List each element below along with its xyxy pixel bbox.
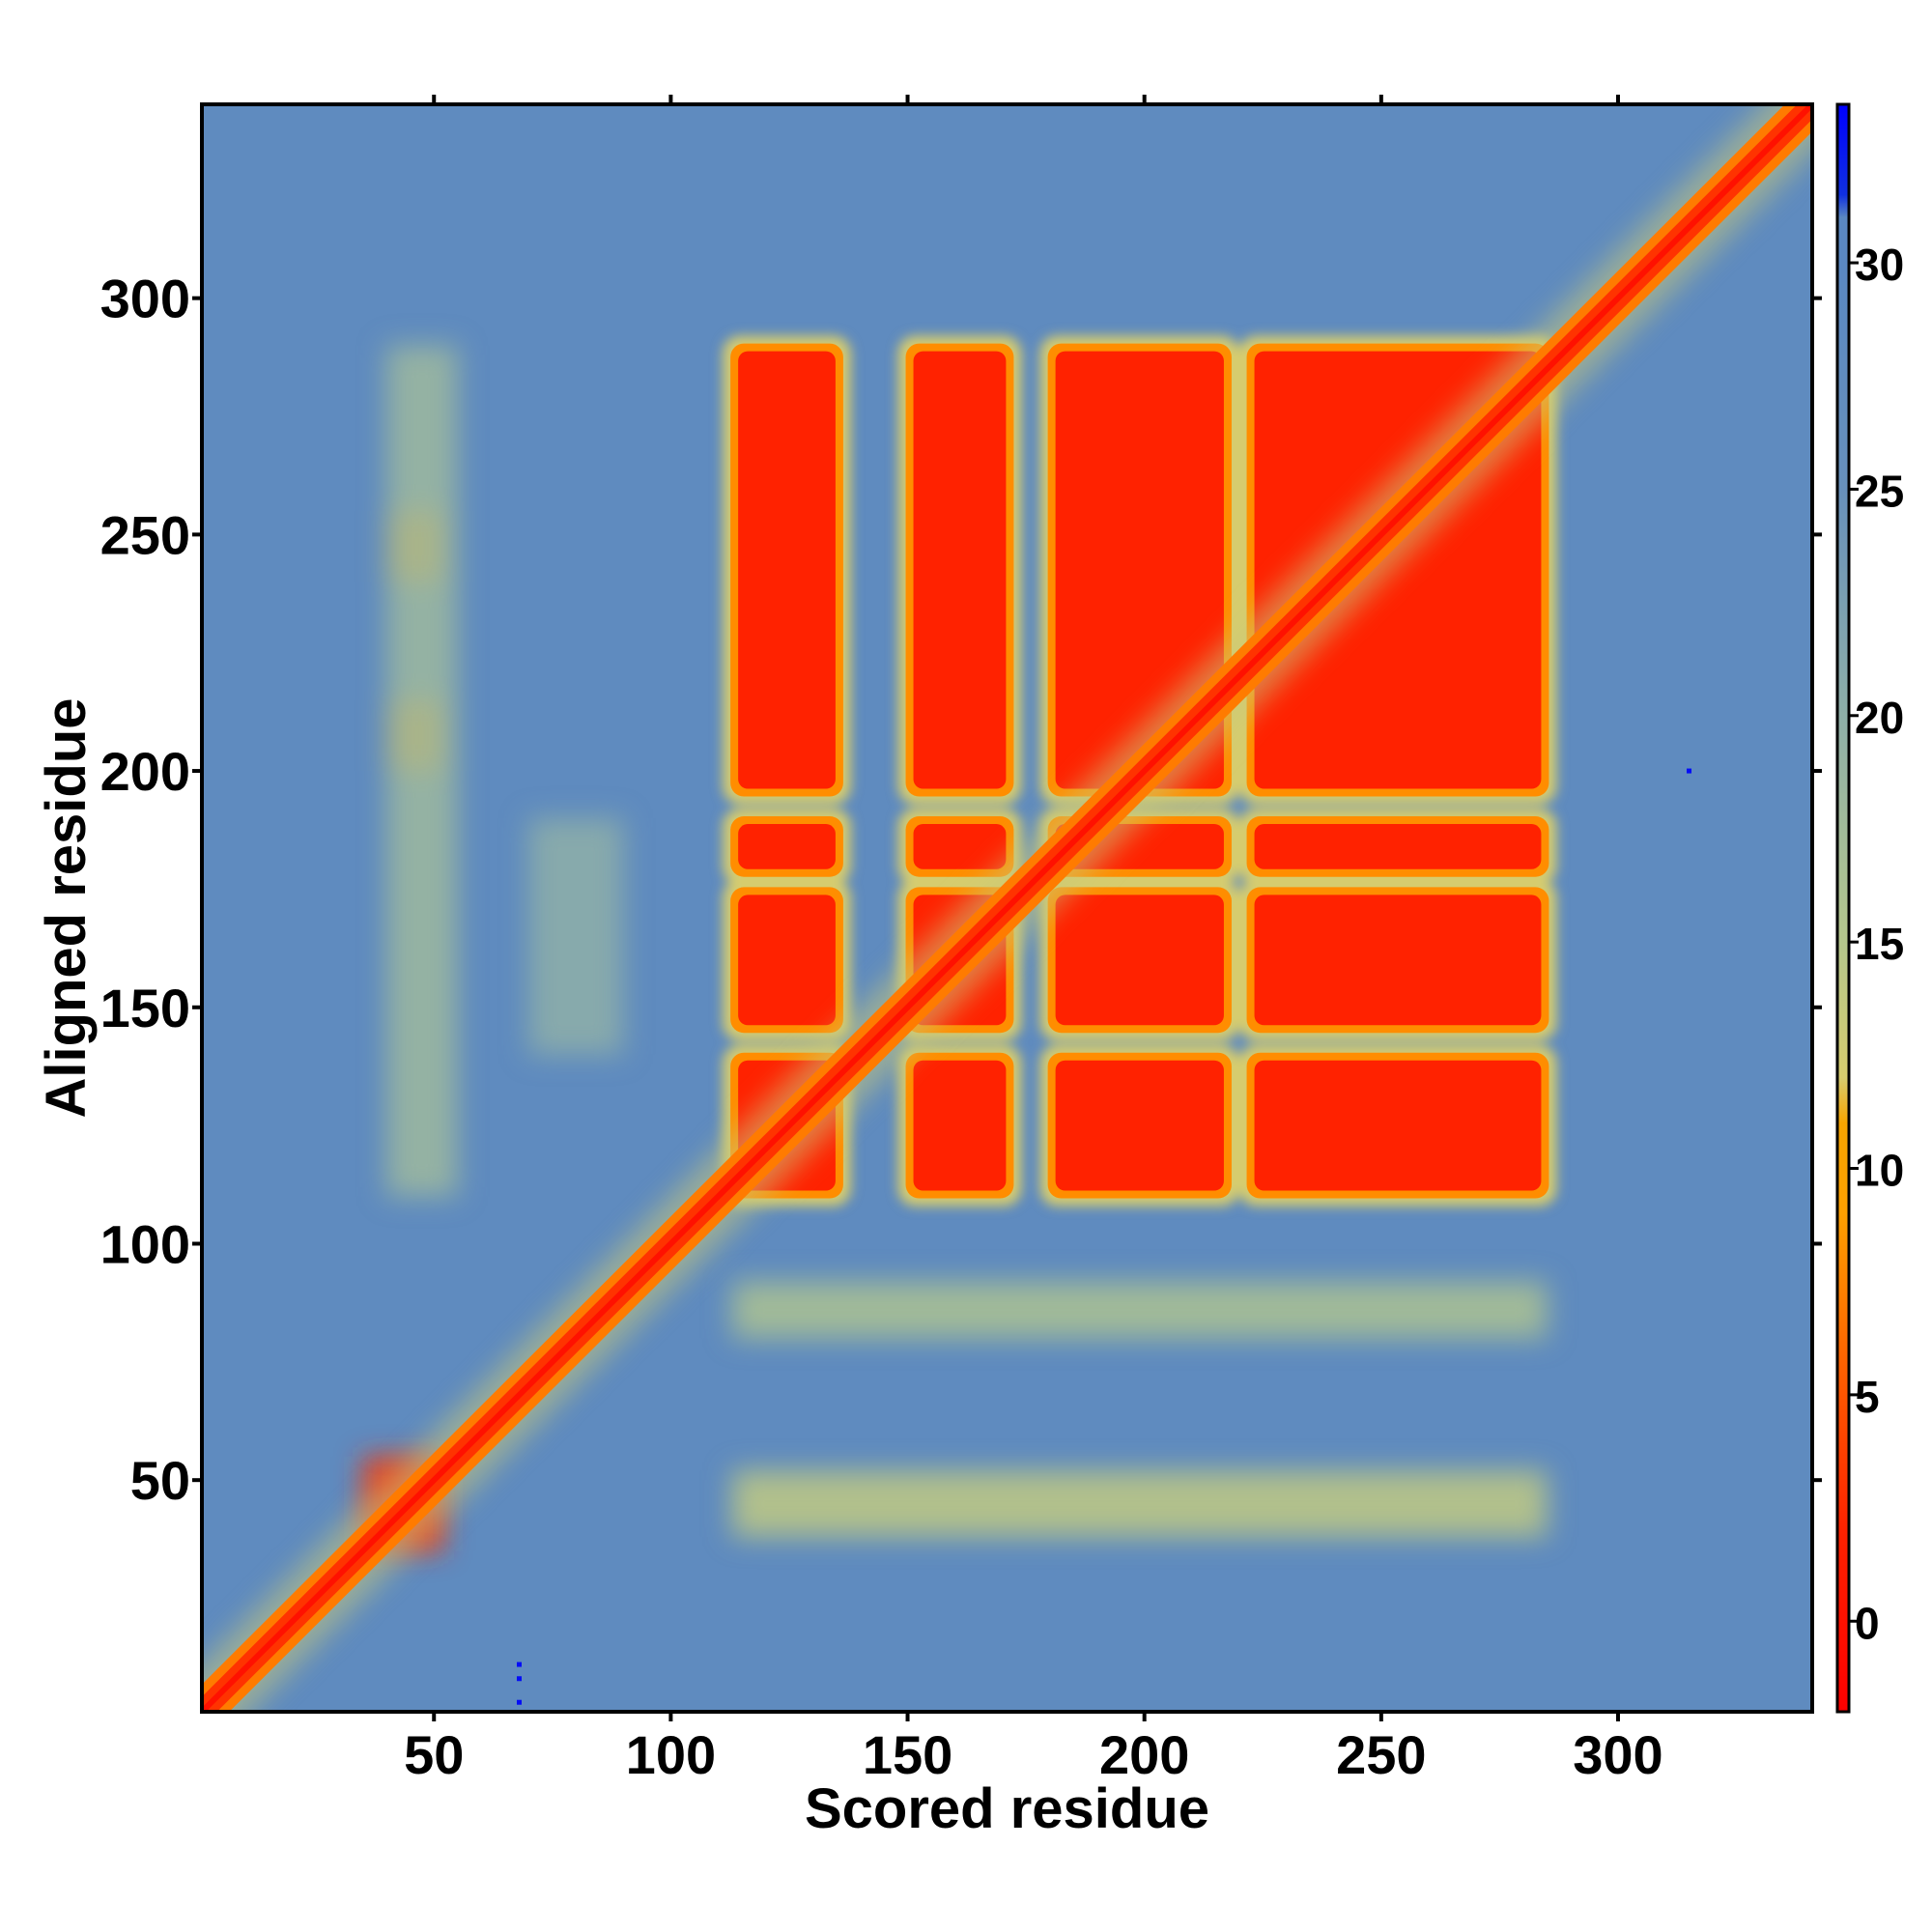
colorbar-frame: [1835, 102, 1851, 1714]
secondary-contact-5: [386, 345, 458, 1197]
outlier-point-3: [516, 1662, 522, 1667]
outlier-point-2: [516, 1676, 522, 1682]
block-2-0: [1055, 1060, 1224, 1191]
outlier-point-layer: [516, 768, 1692, 1705]
colorbar-tick-label: 0: [1855, 1598, 1880, 1648]
y-axis-title: Aligned residue: [35, 697, 98, 1118]
block-0-3: [738, 351, 836, 789]
secondary-contact-3: [732, 1470, 1548, 1537]
x-tick-label: 250: [1336, 1724, 1426, 1785]
colorbar-tick-label: 20: [1855, 693, 1904, 743]
block-3-0: [1254, 1060, 1542, 1191]
plot-area: [202, 104, 1812, 1712]
block-0-1: [738, 895, 836, 1026]
y-tick-label: 100: [100, 1213, 190, 1274]
block-2-3: [1055, 351, 1224, 789]
colorbar-gradient: [1837, 104, 1849, 1712]
y-tick-label: 300: [100, 269, 190, 329]
colorbar-tick-label: 10: [1855, 1146, 1904, 1196]
y-axis: 50 100 150 200 250 300: [100, 269, 1822, 1511]
colorbar: 0 5 10 15 20 25 30: [1835, 102, 1904, 1714]
x-tick-label: 300: [1573, 1724, 1662, 1785]
outlier-point-0: [1687, 768, 1692, 774]
block-2-1: [1055, 895, 1224, 1026]
y-tick-label: 250: [100, 504, 190, 565]
block-1-0: [913, 1060, 1007, 1191]
diagonal-layer: [202, 104, 1812, 1712]
colorbar-tick-label: 25: [1855, 466, 1904, 516]
x-tick-label: 200: [1099, 1724, 1189, 1785]
secondary-contact-6: [528, 818, 624, 1055]
outlier-point-1: [516, 1699, 522, 1705]
block-1-2: [913, 824, 1007, 869]
plot-frame: [200, 102, 1814, 1714]
block-3-2: [1254, 824, 1542, 869]
x-tick-label: 100: [626, 1724, 716, 1785]
y-tick-label: 200: [100, 741, 190, 802]
block-3-1: [1254, 895, 1542, 1026]
secondary-contact-4: [732, 1281, 1548, 1339]
y-tick-label: 150: [100, 978, 190, 1038]
colorbar-tick-label: 30: [1855, 240, 1904, 290]
block-1-3: [913, 351, 1007, 789]
y-tick-label: 50: [130, 1450, 190, 1511]
x-tick-label: 150: [863, 1724, 952, 1785]
diagonal-line: [202, 104, 1812, 1712]
colorbar-ticks: 0 5 10 15 20 25 30: [1849, 240, 1904, 1648]
colorbar-tick-label: 15: [1855, 919, 1904, 969]
colorbar-tick-label: 5: [1855, 1372, 1880, 1422]
x-axis: 50 100 150 200 250 300: [404, 95, 1663, 1785]
x-tick-label: 50: [404, 1724, 464, 1785]
block-0-2: [738, 824, 836, 869]
x-axis-title: Scored residue: [805, 1777, 1209, 1840]
